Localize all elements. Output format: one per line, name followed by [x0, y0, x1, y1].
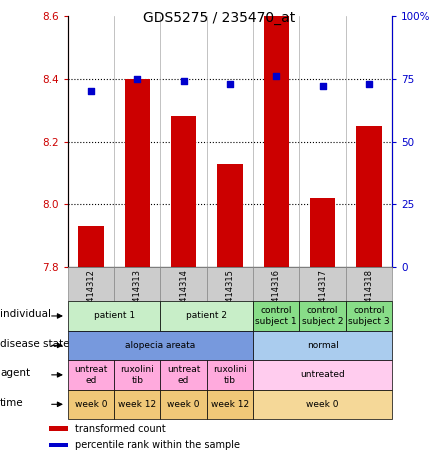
Point	[273, 72, 280, 80]
Text: GSM1414316: GSM1414316	[272, 269, 281, 325]
Text: disease state: disease state	[0, 339, 70, 349]
Point	[365, 80, 372, 87]
Point	[226, 80, 233, 87]
Text: ruxolini
tib: ruxolini tib	[120, 365, 154, 385]
Text: untreated: untreated	[300, 371, 345, 379]
Text: week 0: week 0	[167, 400, 200, 409]
Text: control
subject 2: control subject 2	[302, 306, 343, 326]
Bar	[264, 16, 289, 267]
Text: week 12: week 12	[211, 400, 249, 409]
Text: GSM1414318: GSM1414318	[364, 269, 373, 325]
Text: percentile rank within the sample: percentile rank within the sample	[75, 440, 240, 450]
Text: agent: agent	[0, 368, 30, 378]
Text: time: time	[0, 398, 24, 408]
Bar	[310, 198, 335, 267]
Text: normal: normal	[307, 341, 339, 350]
Bar	[171, 116, 196, 267]
Text: control
subject 1: control subject 1	[255, 306, 297, 326]
Text: transformed count: transformed count	[75, 424, 166, 434]
Text: untreat
ed: untreat ed	[167, 365, 200, 385]
Bar	[124, 79, 150, 267]
Text: GSM1414312: GSM1414312	[87, 269, 95, 325]
Point	[319, 82, 326, 90]
Text: GSM1414314: GSM1414314	[179, 269, 188, 325]
Text: untreat
ed: untreat ed	[74, 365, 108, 385]
Bar	[49, 443, 68, 447]
Text: week 12: week 12	[118, 400, 156, 409]
Bar	[49, 427, 68, 430]
Text: control
subject 3: control subject 3	[348, 306, 390, 326]
Text: GSM1414313: GSM1414313	[133, 269, 142, 325]
Bar	[217, 164, 243, 267]
Bar	[356, 126, 381, 267]
Text: individual: individual	[0, 309, 51, 319]
Point	[88, 88, 95, 95]
Text: ruxolini
tib: ruxolini tib	[213, 365, 247, 385]
Text: patient 2: patient 2	[186, 312, 227, 320]
Point	[180, 77, 187, 85]
Bar	[78, 226, 104, 267]
Text: week 0: week 0	[306, 400, 339, 409]
Text: GSM1414315: GSM1414315	[226, 269, 234, 325]
Text: GDS5275 / 235470_at: GDS5275 / 235470_at	[143, 11, 295, 25]
Text: alopecia areata: alopecia areata	[125, 341, 196, 350]
Text: week 0: week 0	[75, 400, 107, 409]
Point	[134, 75, 141, 82]
Text: GSM1414317: GSM1414317	[318, 269, 327, 325]
Text: patient 1: patient 1	[94, 312, 135, 320]
